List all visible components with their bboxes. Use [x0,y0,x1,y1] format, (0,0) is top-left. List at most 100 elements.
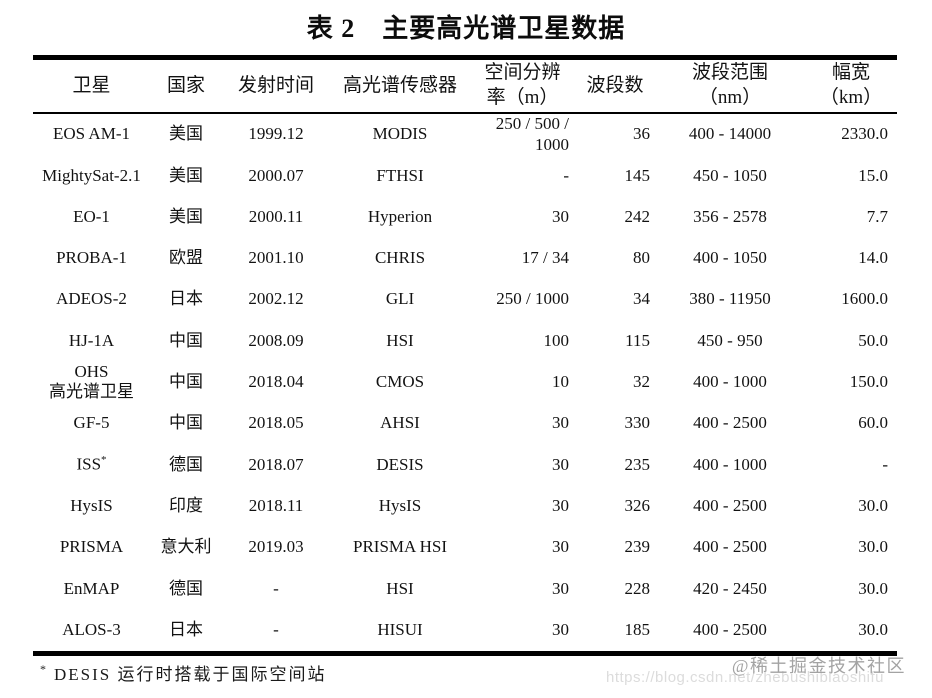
footnote-marker: * [40,662,48,677]
table-cell: 115 [625,330,650,350]
table-cell: 250 / 500 / 1000 [495,113,569,154]
table-cell: 30.0 [858,578,888,598]
table-cell: 60.0 [858,413,888,433]
table-cell: ISS* [76,454,107,474]
table-cell: HSI [386,330,414,350]
table-cell: 400 - 1000 [693,454,767,474]
table-cell: 欧盟 [169,248,203,268]
table-cell: 356 - 2578 [693,206,767,226]
table-cell: 2018.05 [248,413,304,433]
column-header: 波段数 [586,74,644,96]
table-cell: HJ-1A [68,330,115,350]
table-cell: 228 [624,578,651,598]
table-cell: 中国 [169,330,203,350]
table-cell: 145 [624,165,651,185]
table-cell: 150.0 [849,372,888,392]
table-cell: 50.0 [858,330,888,350]
table-cell: 80 [633,248,650,268]
table-cell: 2008.09 [248,330,304,350]
table-cell: 15.0 [858,165,888,185]
table-cell: 400 - 1050 [693,248,767,268]
table-top-rule [33,55,897,60]
table-row: MightySat-2.1 美国 2000.07 FTHSI - 145 450 - 105… [33,155,897,196]
table-cell: 美国 [169,165,203,185]
table-cell: 400 - 2500 [693,495,767,515]
table-cell: 2000.11 [248,206,304,226]
watermark-community: @稀土掘金技术社区 [731,656,906,676]
table-cell: PRISMA [59,537,124,557]
table-cell: 450 - 950 [697,330,763,350]
table-cell: 400 - 2500 [693,619,767,639]
table-cell: PROBA-1 [56,248,127,268]
table-cell: HysIS [378,495,422,515]
table-cell: 2019.03 [248,537,304,557]
table-cell: 2018.11 [248,495,304,515]
table-cell: - [273,578,279,598]
table-row: PROBA-1 欧盟 2001.10 CHRIS 17 / 34 80 400 - 1050… [33,238,897,279]
table-cell: 14.0 [858,248,888,268]
table-row: OHS 高光谱卫星 中国 2018.04 CMOS 10 32 400 - 1000 150.… [33,362,897,403]
table-cell: OHS 高光谱卫星 [49,361,134,402]
table-cell: 100 [543,330,570,350]
table-cell: 中国 [169,413,203,433]
column-header: 国家 [166,74,205,96]
table-row: ADEOS-2 日本 2002.12 GLI 250 / 1000 34 380 - 119… [33,279,897,320]
footnote-text: DESIS 运行时搭载于国际空间站 [54,665,327,684]
table-cell: - [882,454,888,474]
table-cell: Hyperion [367,206,433,226]
table-cell: 日本 [169,619,203,639]
table-cell: 2001.10 [248,248,304,268]
table-cell: ADEOS-2 [56,289,127,309]
table-cell: 17 / 34 [521,248,569,268]
table-cell: 400 - 2500 [693,413,767,433]
table-cell: 235 [624,454,651,474]
table-cell: HISUI [377,619,423,639]
table-cell: FTHSI [376,165,424,185]
table-cell: 32 [633,372,650,392]
table-cell: 239 [624,537,651,557]
table-cell: 420 - 2450 [693,578,767,598]
table-cell: 德国 [169,454,203,474]
table-cell: MightySat-2.1 [42,165,141,185]
table-cell: 30 [552,578,569,598]
table-cell: 400 - 1000 [693,372,767,392]
table-cell: 德国 [169,578,203,598]
table-cell: 242 [624,206,651,226]
table-cell: 30.0 [858,495,888,515]
table-cell: 30 [552,413,569,433]
table-cell: 1600.0 [841,289,888,309]
table-header-row: 卫星 国家 发射时间 高光谱传感器 空间分辨 率（m） 波段数 波段范围 （nm） 幅宽 （k… [33,60,897,112]
table-cell: 185 [624,619,651,639]
table-cell: 36 [633,124,650,144]
column-header: 发射时间 [237,74,314,96]
table-cell: 250 / 1000 [496,289,569,309]
table-row: ISS* 德国 2018.07 DESIS 30 235 400 - 1000 - [33,444,897,485]
table-body: EOS AM-1 美国 1999.12 MODIS 250 / 500 / 1000 36… [33,114,897,651]
table-cell: DESIS [376,454,424,474]
table-cell: CMOS [375,372,425,392]
table-cell: 30 [552,206,569,226]
table-cell: MODIS [372,124,428,144]
table-cell: - [273,619,279,639]
table-cell: 30 [552,537,569,557]
table-row: PRISMA 意大利 2019.03 PRISMA HSI 30 239 400 - 250… [33,527,897,568]
table-cell: 30 [552,619,569,639]
satellite-data-table: 卫星 国家 发射时间 高光谱传感器 空间分辨 率（m） 波段数 波段范围 （nm） 幅宽 （k… [33,55,897,656]
table-row: GF-5 中国 2018.05 AHSI 30 330 400 - 2500 60.0 [33,403,897,444]
table-cell: ALOS-3 [62,619,121,639]
table-cell: 日本 [169,289,203,309]
superscript-marker: * [101,454,107,467]
table-bottom-rule [33,650,897,656]
table-cell: 400 - 2500 [693,537,767,557]
table-cell: CHRIS [374,248,426,268]
table-cell: - [563,165,569,185]
table-cell: 1999.12 [248,124,304,144]
table-cell: 450 - 1050 [693,165,767,185]
table-cell: 326 [624,495,651,515]
table-cell: 10 [552,372,569,392]
column-header: 卫星 [72,74,111,96]
table-row: ALOS-3 日本 - HISUI 30 185 400 - 2500 30.0 [33,610,897,651]
table-cell: AHSI [380,413,420,433]
table-row: EO-1 美国 2000.11 Hyperion 30 242 356 - 2578 7.7 [33,197,897,238]
table-cell: 印度 [169,495,203,515]
